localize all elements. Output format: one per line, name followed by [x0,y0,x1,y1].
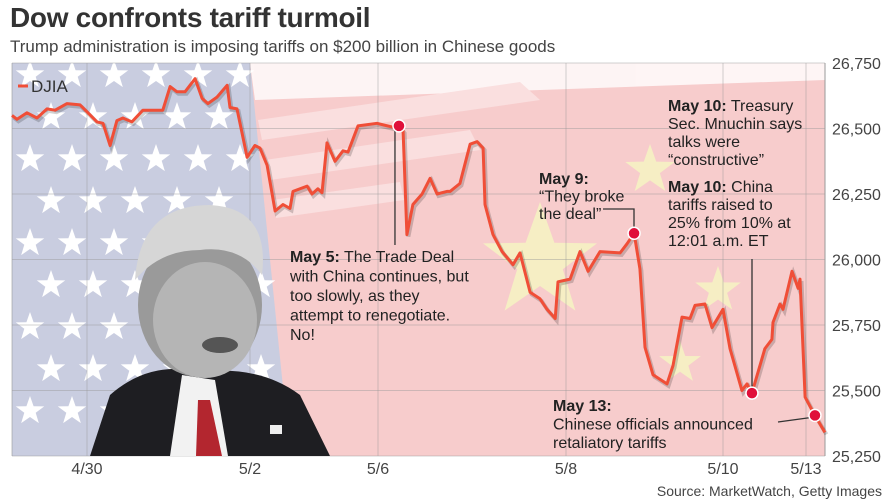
annotation-line: No! [290,327,315,344]
annotation-marker [745,386,759,400]
x-tick-label: 5/6 [367,461,389,478]
annotation-marker [627,226,641,241]
annotation-text: May 13: Chinese officials announced retali… [553,398,753,452]
y-tick-label: 26,750 [832,56,881,73]
annotation-line: 12:01 a.m. ET [668,233,769,250]
annotation-line: “They broke [539,189,624,206]
annotation-line: too slowly, as they [290,288,420,305]
annotations: May 5: The Trade Deal with China continue… [289,98,822,452]
annotation-leader-line [603,208,635,234]
annotation-line: tariffs raised to [668,197,773,214]
annotation-line: Chinese officials announced [553,417,753,434]
series-line-djia [11,77,827,434]
chart-title: Dow confronts tariff turmoil [10,2,371,33]
trump-photo [90,205,330,456]
legend: DJIA [18,77,69,96]
annotation-line: The Trade Deal [340,249,454,266]
annotation-line: Sec. Mnuchin says [668,116,802,133]
x-tick-label: 5/13 [790,461,821,478]
legend-label-djia: DJIA [31,77,69,96]
x-axis: 4/30 5/2 5/6 5/8 5/10 5/13 [71,461,821,478]
annotation-line: attempt to renegotiate. [290,308,450,325]
annotation-line: talks were [668,134,740,151]
annotation-date: May 9: [539,171,589,188]
x-tick-label: 5/10 [707,461,738,478]
annotation: May 13: Chinese officials announced retali… [553,398,822,452]
annotation-line: with China continues, but [289,269,469,286]
annotation-date: May 13: [553,398,612,415]
y-tick-label: 26,500 [832,122,881,139]
annotation-date: May 10: [668,98,727,115]
annotation-marker [392,119,406,133]
chart-subtitle: Trump administration is imposing tariffs… [10,37,556,56]
y-tick-label: 25,500 [832,384,881,401]
y-tick-label: 25,250 [832,449,881,466]
annotation: May 9: “They broke the deal” [539,171,641,241]
annotation-line: retaliatory tariffs [553,435,667,452]
annotation-line: “constructive” [668,152,764,169]
source-credit: Source: MarketWatch, Getty Images [656,483,882,499]
annotation-text: May 10: China tariffs raised to 25% from 1… [668,179,791,250]
y-tick-label: 25,750 [832,318,881,335]
annotation-marker [808,408,822,423]
annotation-line: China [727,179,773,196]
annotation: May 10: Treasury Sec. Mnuchin says talks w… [668,98,802,169]
x-tick-label: 4/30 [71,461,102,478]
annotation: May 5: The Trade Deal with China continue… [289,119,469,344]
annotation-line: Treasury [727,98,794,115]
y-tick-label: 26,000 [832,253,881,270]
annotation-line: 25% from 10% at [668,215,791,232]
x-tick-label: 5/8 [555,461,577,478]
annotation-text: May 5: The Trade Deal with China continue… [289,249,469,344]
annotation-date: May 10: [668,179,727,196]
y-axis: 26,750 26,500 26,250 26,000 25,750 25,500 25,2… [832,56,881,466]
annotation-date: May 5: [290,249,340,266]
annotation-leader-line [777,416,813,423]
annotation-line: the deal” [539,206,601,223]
series-djia [11,76,829,436]
annotation: May 10: China tariffs raised to 25% from 1… [668,179,791,400]
annotation-text: May 10: Treasury Sec. Mnuchin says talks w… [668,98,802,169]
y-tick-label: 26,250 [832,187,881,204]
annotation-text: May 9: “They broke the deal” [539,171,624,223]
us-flag-stripes [250,63,825,218]
x-tick-label: 5/2 [239,461,261,478]
